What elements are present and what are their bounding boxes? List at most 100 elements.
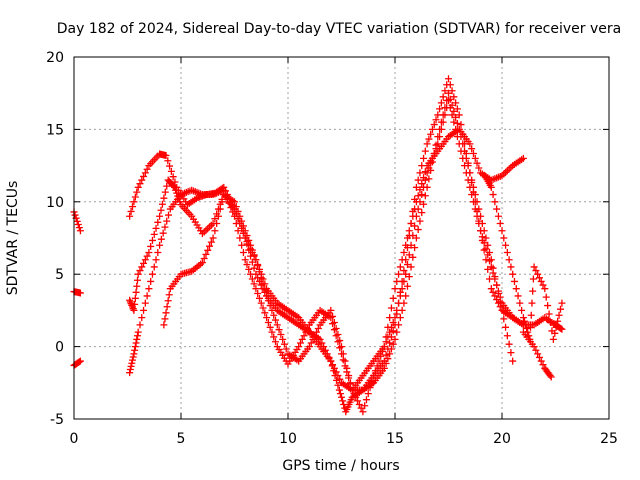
data-point <box>539 361 547 369</box>
data-point <box>348 386 356 394</box>
data-point <box>398 285 406 293</box>
data-point <box>423 183 431 191</box>
data-point <box>259 304 267 312</box>
data-point <box>420 154 428 162</box>
data-point <box>259 280 267 288</box>
data-point <box>304 325 312 332</box>
data-point <box>232 203 240 211</box>
data-point <box>330 326 338 334</box>
data-point <box>234 227 242 235</box>
data-point <box>200 255 208 263</box>
data-point <box>76 289 84 297</box>
data-point <box>403 234 411 242</box>
data-point <box>466 169 474 177</box>
data-point <box>491 198 499 206</box>
data-point <box>136 321 144 329</box>
data-point <box>554 317 562 325</box>
data-point <box>218 198 226 206</box>
data-point <box>329 320 337 328</box>
data-point <box>318 339 326 347</box>
data-point <box>245 265 253 273</box>
data-point <box>254 290 262 298</box>
data-point <box>441 104 449 112</box>
data-point <box>161 315 169 323</box>
data-point <box>398 256 406 264</box>
data-point <box>409 232 417 240</box>
data-point <box>555 311 563 319</box>
data-point <box>400 248 408 256</box>
data-point <box>207 221 215 229</box>
data-point <box>157 206 165 214</box>
data-point <box>238 241 246 249</box>
data-point <box>150 263 158 271</box>
data-point <box>248 275 256 283</box>
data-point <box>532 346 540 354</box>
data-point <box>162 309 170 317</box>
data-point <box>359 408 367 416</box>
data-point <box>414 176 422 184</box>
data-point <box>382 359 390 367</box>
data-point <box>150 230 158 238</box>
data-point <box>478 220 486 228</box>
x-tick-label-0: 0 <box>70 431 79 447</box>
data-point <box>336 344 344 352</box>
data-point <box>131 346 139 354</box>
data-point <box>437 118 445 126</box>
data-point <box>382 333 390 341</box>
data-point <box>395 321 403 329</box>
data-point <box>411 222 419 230</box>
data-point <box>166 162 174 170</box>
data-point <box>158 200 166 208</box>
data-point <box>338 393 345 401</box>
x-tick-label-15: 15 <box>386 431 404 447</box>
data-series-layer <box>70 75 566 416</box>
data-point <box>206 223 214 231</box>
data-point <box>489 264 497 272</box>
data-point <box>164 297 172 305</box>
data-point <box>134 183 142 191</box>
data-point <box>469 150 477 158</box>
data-point <box>411 205 419 213</box>
data-point <box>156 212 164 220</box>
axis-ticks: 0 5 10 15 20 25 -5 0 5 10 15 20 <box>46 50 618 447</box>
data-point <box>164 157 172 165</box>
data-point <box>250 264 258 272</box>
data-point <box>241 256 249 264</box>
data-point <box>147 277 155 285</box>
data-point <box>455 111 463 119</box>
data-point <box>232 220 240 228</box>
data-point <box>493 296 501 304</box>
data-point <box>552 323 560 331</box>
data-point <box>143 252 151 260</box>
data-point <box>484 241 492 249</box>
data-point <box>437 99 445 107</box>
data-point <box>145 285 153 293</box>
data-point <box>243 261 251 269</box>
data-point <box>448 111 456 119</box>
data-point <box>313 328 321 336</box>
data-point <box>343 364 351 372</box>
data-point <box>421 168 429 176</box>
data-point <box>300 332 308 340</box>
data-point <box>448 87 456 95</box>
data-point <box>234 207 242 215</box>
plot-frame <box>73 56 610 420</box>
data-point <box>516 299 524 307</box>
data-point <box>509 270 517 278</box>
data-point <box>393 328 401 336</box>
data-point <box>334 338 342 346</box>
data-point <box>405 273 413 281</box>
data-point <box>143 165 151 173</box>
data-point <box>386 328 394 336</box>
data-point <box>380 364 388 372</box>
data-point <box>204 246 212 254</box>
data-point <box>482 245 490 253</box>
data-point <box>329 361 337 369</box>
data-point <box>238 217 246 225</box>
data-point <box>494 290 502 298</box>
data-point <box>416 186 424 194</box>
data-point <box>409 253 417 261</box>
data-point <box>382 351 390 359</box>
data-point <box>514 292 522 300</box>
